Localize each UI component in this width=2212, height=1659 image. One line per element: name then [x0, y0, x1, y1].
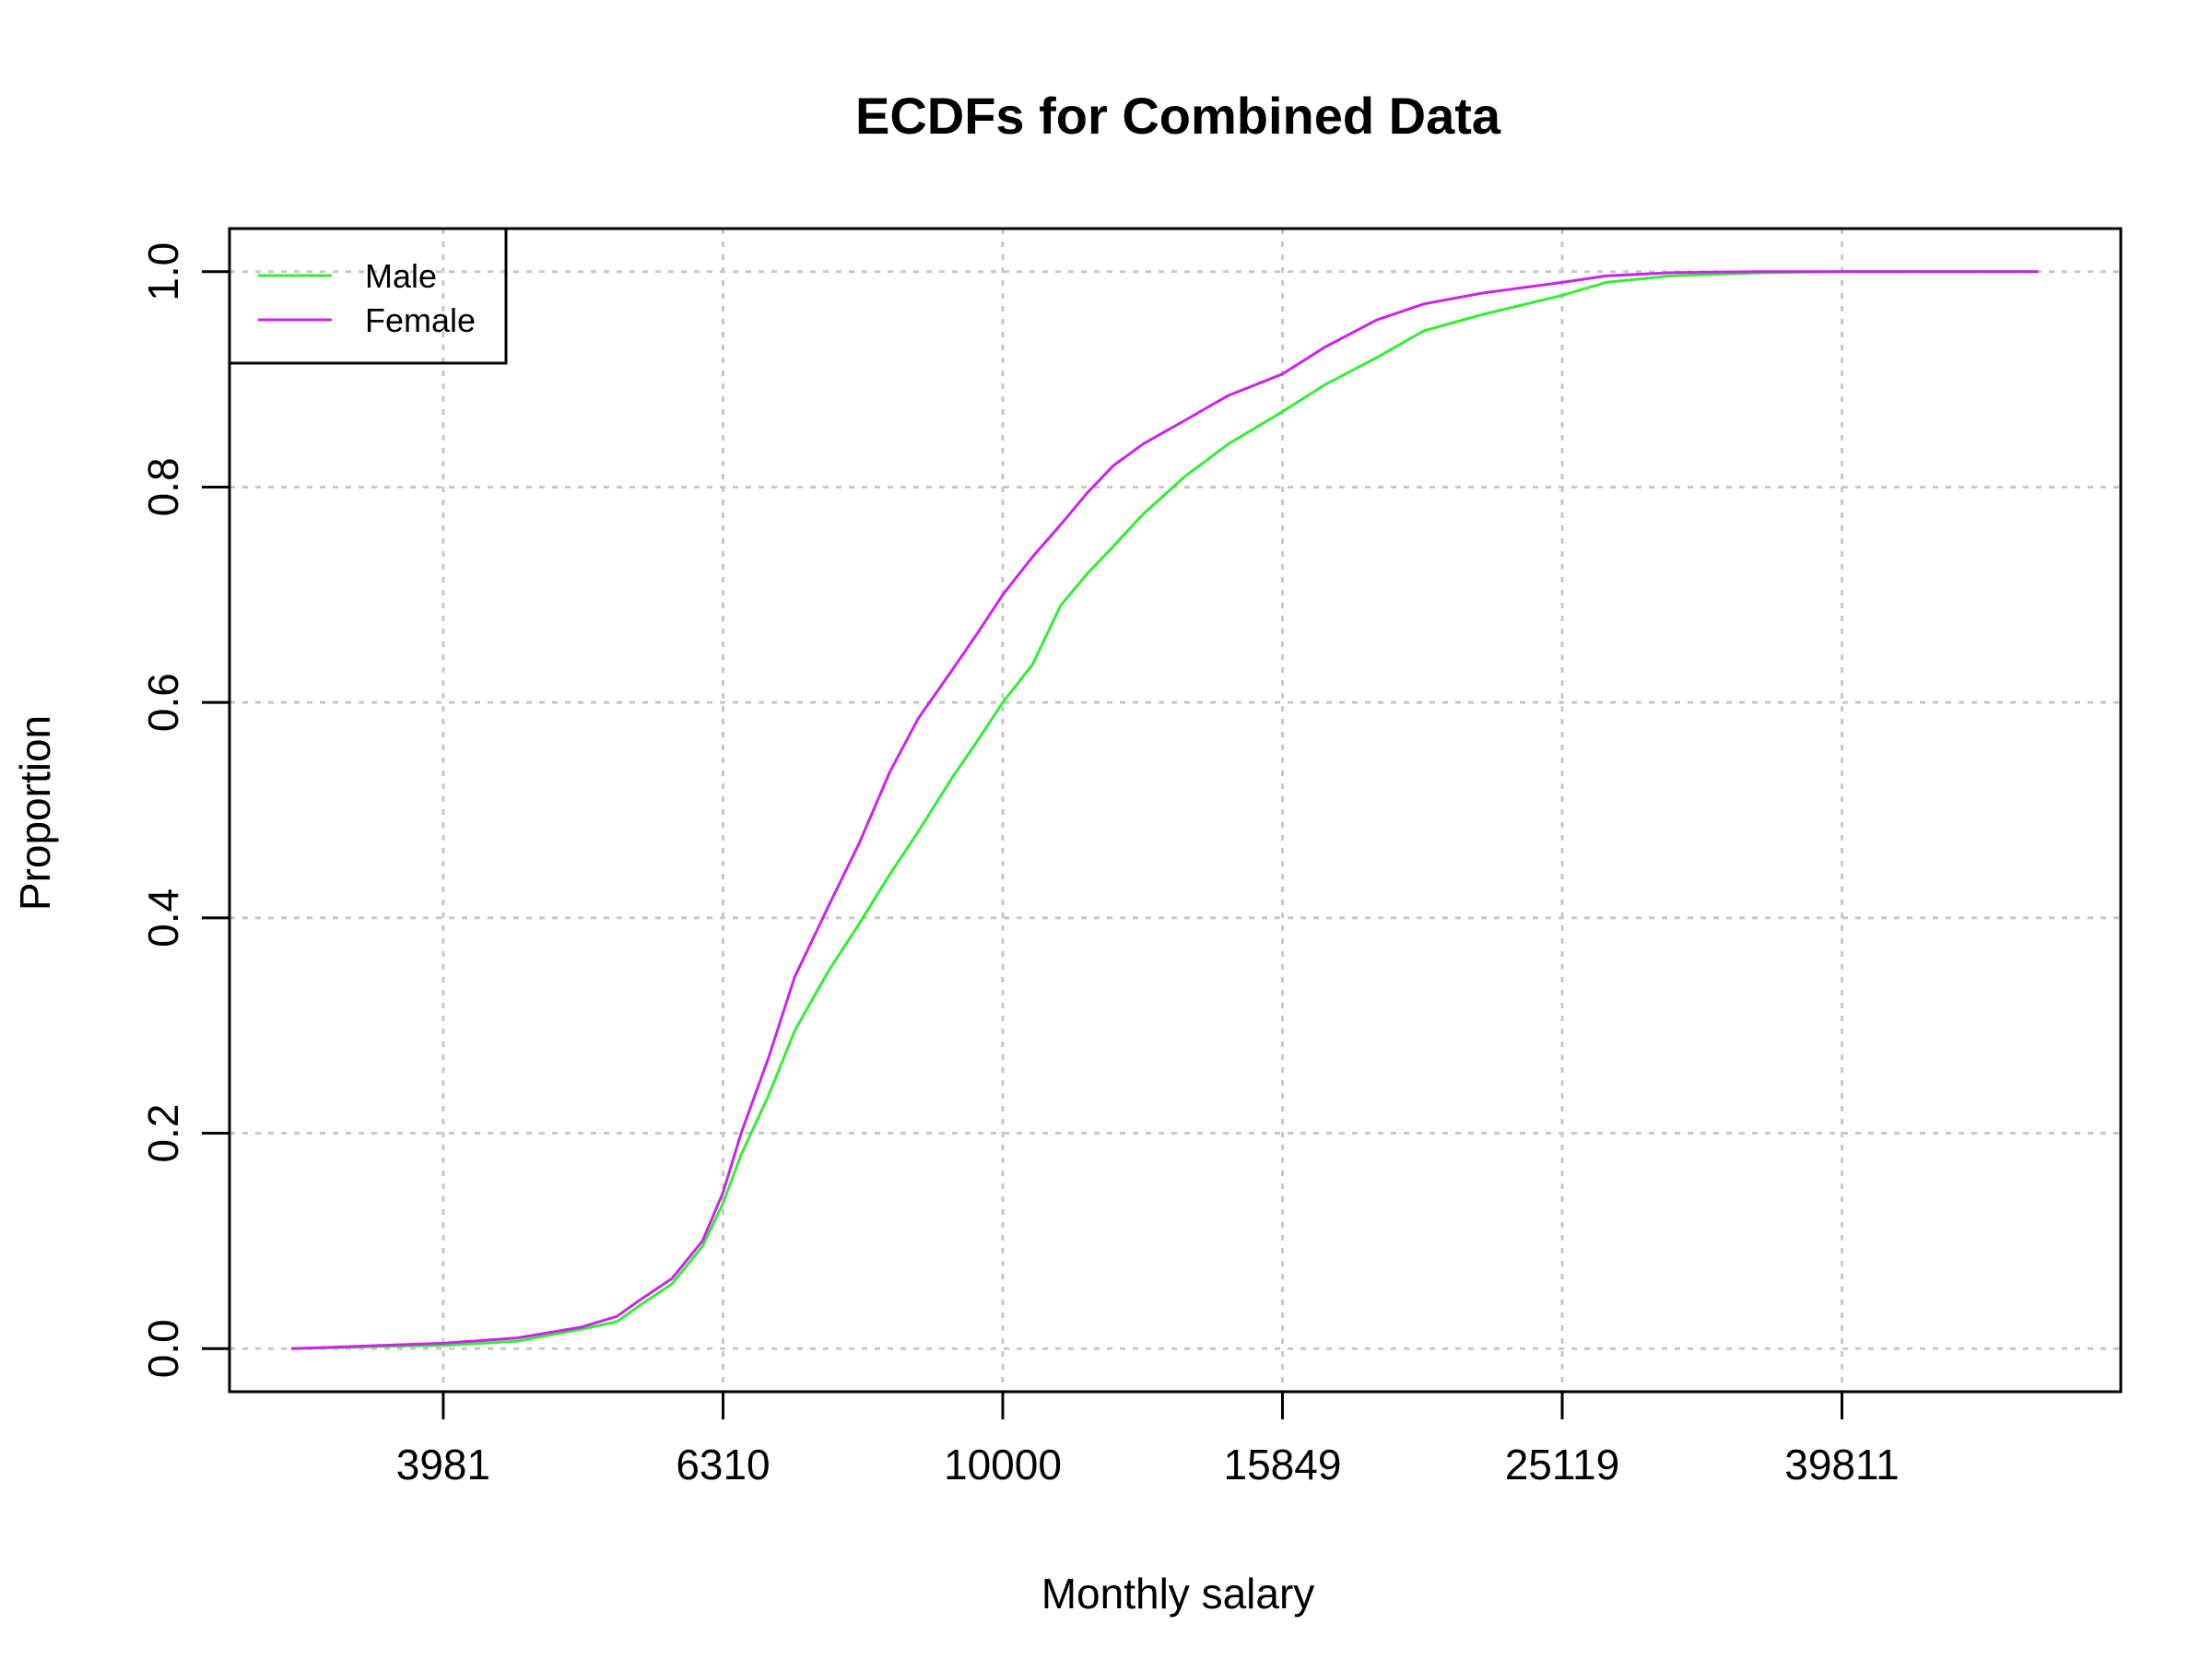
plot-frame [228, 227, 2123, 1394]
y-tick-label: 0.0 [139, 1319, 187, 1378]
legend: Male Female [228, 227, 508, 365]
y-axis: 0.0 0.2 0.4 0.6 0.8 1.0 [139, 242, 229, 1378]
x-tick-label: 6310 [676, 1441, 770, 1488]
chart-title: ECDFs for Combined Data [855, 87, 1501, 145]
series-line-female [291, 270, 2039, 1350]
x-tick-label: 3981 [396, 1441, 490, 1488]
series-layer [291, 270, 2039, 1350]
legend-label-male: Male [365, 257, 437, 295]
series-line-male [291, 270, 2039, 1350]
y-tick-label: 0.6 [139, 673, 187, 732]
x-axis-title: Monthly salary [1041, 1570, 1315, 1618]
y-tick-label: 0.2 [139, 1104, 187, 1163]
y-axis-title: Proportion [11, 715, 59, 911]
grid-layer [229, 229, 2121, 1392]
y-tick-label: 0.4 [139, 888, 187, 947]
legend-box [228, 227, 508, 365]
x-tick-label: 15849 [1224, 1441, 1342, 1488]
x-tick-label: 39811 [1784, 1441, 1900, 1488]
y-tick-label: 1.0 [139, 242, 187, 301]
y-tick-label: 0.8 [139, 457, 187, 516]
legend-label-female: Female [365, 301, 476, 339]
x-tick-label: 25119 [1505, 1441, 1620, 1488]
x-axis: 3981 6310 10000 15849 25119 39811 [396, 1392, 1900, 1488]
x-tick-label: 10000 [944, 1441, 1062, 1488]
